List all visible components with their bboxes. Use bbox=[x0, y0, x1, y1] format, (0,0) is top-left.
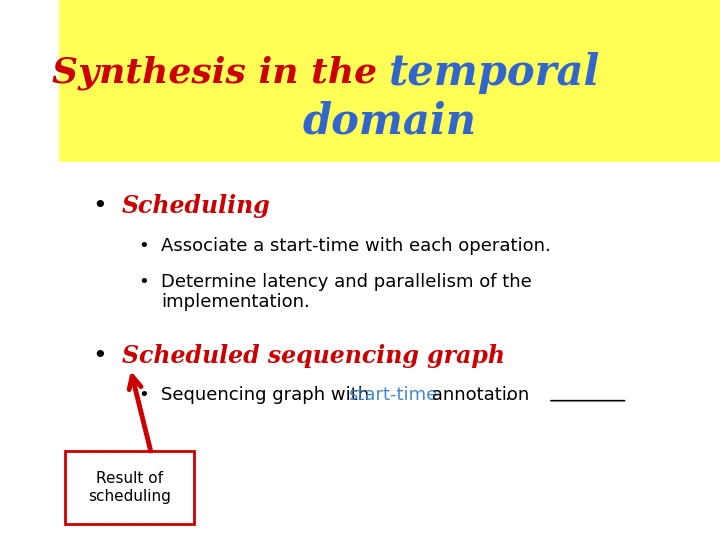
Text: annotation: annotation bbox=[426, 386, 530, 404]
Text: Associate a start-time with each operation.: Associate a start-time with each operati… bbox=[161, 237, 551, 255]
Text: :: : bbox=[244, 194, 253, 218]
Text: temporal: temporal bbox=[390, 52, 600, 94]
FancyBboxPatch shape bbox=[59, 0, 720, 162]
FancyBboxPatch shape bbox=[66, 451, 194, 524]
Text: •: • bbox=[138, 273, 149, 291]
Text: Result of
scheduling: Result of scheduling bbox=[89, 471, 171, 503]
Text: •: • bbox=[138, 386, 149, 404]
Text: Scheduled sequencing graph: Scheduled sequencing graph bbox=[122, 345, 505, 368]
Text: •: • bbox=[138, 237, 149, 255]
Text: implementation.: implementation. bbox=[161, 293, 310, 312]
Text: Scheduling: Scheduling bbox=[122, 194, 270, 218]
Text: Determine latency and parallelism of the: Determine latency and parallelism of the bbox=[161, 273, 532, 291]
Text: Sequencing graph with: Sequencing graph with bbox=[161, 386, 375, 404]
Text: •: • bbox=[92, 345, 107, 368]
Text: start-time: start-time bbox=[348, 386, 438, 404]
Text: •: • bbox=[92, 194, 107, 218]
Text: Synthesis in the: Synthesis in the bbox=[52, 56, 390, 90]
Text: domain: domain bbox=[302, 100, 477, 143]
Text: .: . bbox=[505, 386, 510, 404]
Text: :: : bbox=[386, 345, 395, 368]
